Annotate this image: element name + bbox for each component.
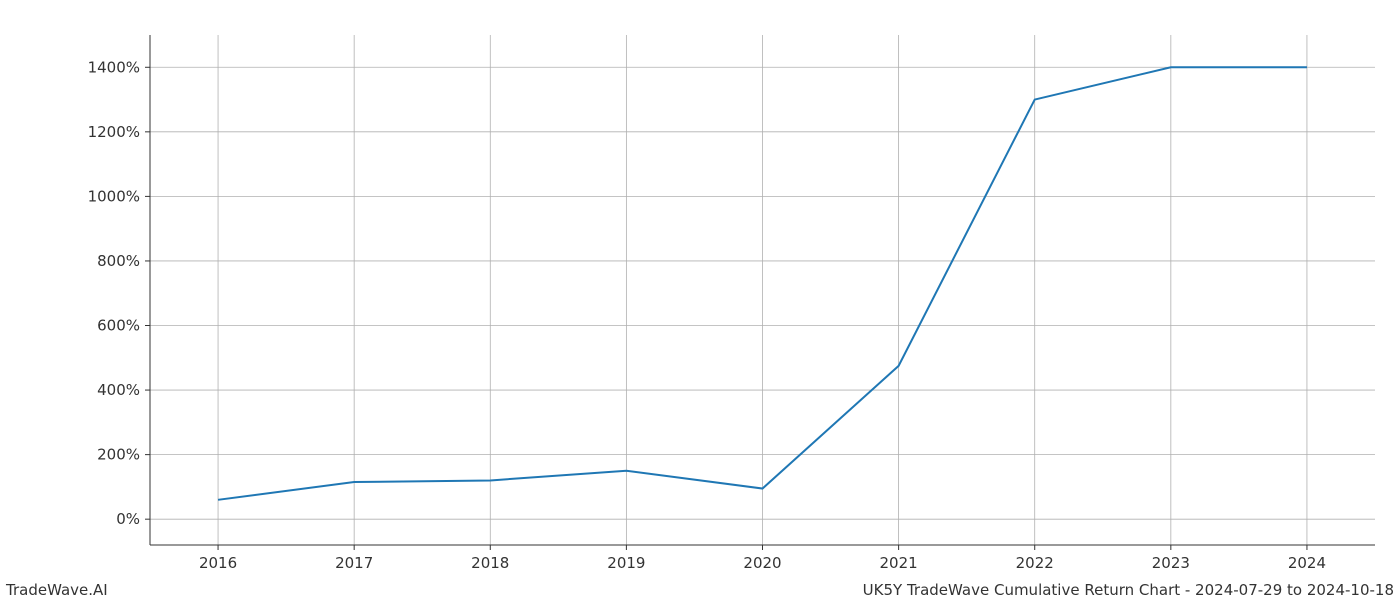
footer-left-text: TradeWave.AI <box>5 581 108 599</box>
y-tick-label: 1200% <box>88 123 140 141</box>
x-tick-label: 2019 <box>607 554 645 572</box>
x-tick-label: 2017 <box>335 554 373 572</box>
y-tick-label: 1000% <box>88 187 140 205</box>
x-tick-label: 2022 <box>1016 554 1054 572</box>
x-tick-label: 2024 <box>1288 554 1326 572</box>
y-tick-label: 400% <box>97 381 140 399</box>
x-tick-label: 2020 <box>743 554 781 572</box>
x-tick-label: 2018 <box>471 554 509 572</box>
y-tick-label: 600% <box>97 317 140 335</box>
y-tick-label: 200% <box>97 446 140 464</box>
x-tick-label: 2021 <box>880 554 918 572</box>
y-tick-label: 0% <box>116 510 140 528</box>
x-tick-label: 2016 <box>199 554 237 572</box>
y-tick-label: 800% <box>97 252 140 270</box>
line-chart: 2016 2017 2018 2019 2020 2021 2022 2023 2024 0% 20… <box>0 0 1400 600</box>
chart-container: 2016 2017 2018 2019 2020 2021 2022 2023 2024 0% 20… <box>0 0 1400 600</box>
x-tick-label: 2023 <box>1152 554 1190 572</box>
chart-background <box>0 0 1400 600</box>
y-tick-label: 1400% <box>88 58 140 76</box>
footer-right-text: UK5Y TradeWave Cumulative Return Chart -… <box>863 581 1394 599</box>
